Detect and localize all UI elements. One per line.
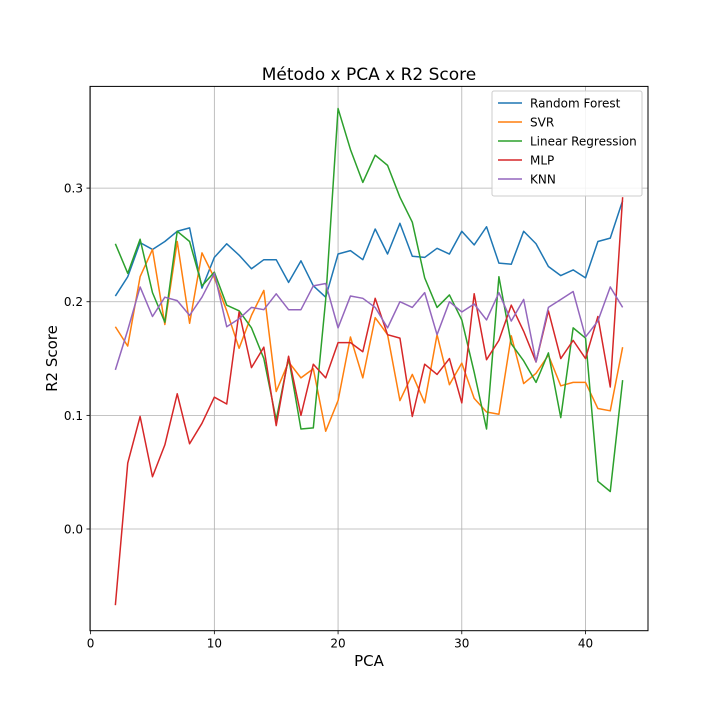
plot-frame <box>89 85 649 632</box>
series-line-knn <box>114 272 624 371</box>
x-tick-label: 30 <box>454 637 469 651</box>
series-line-svr <box>114 240 624 433</box>
legend-label: KNN <box>530 173 556 187</box>
x-axis-label: PCA <box>354 652 385 670</box>
legend-box <box>491 90 643 197</box>
legend: Random Forest SVR Linear Regression MLP KNN <box>491 90 643 197</box>
legend-label: MLP <box>530 154 554 168</box>
series-line-linear-regression <box>114 107 624 493</box>
x-tick-label: 0 <box>87 637 95 651</box>
y-tick-label: 0.1 <box>64 409 83 423</box>
x-tick-label: 10 <box>207 637 222 651</box>
y-tick-label: 0.2 <box>64 295 83 309</box>
legend-label: Linear Regression <box>530 135 637 149</box>
chart-title: Método x PCA x R2 Score <box>262 65 477 85</box>
series-group <box>114 107 624 606</box>
y-tick-label: 0.3 <box>64 182 83 196</box>
y-axis-label: R2 Score <box>43 325 61 392</box>
x-tick-label: 40 <box>578 637 593 651</box>
x-tick-label: 20 <box>330 637 345 651</box>
ticks: 0 10 20 30 40 0.0 0.1 0.2 0.3 <box>64 182 593 651</box>
y-tick-label: 0.0 <box>64 522 83 536</box>
legend-label: SVR <box>530 116 554 130</box>
legend-label: Random Forest <box>530 97 621 111</box>
